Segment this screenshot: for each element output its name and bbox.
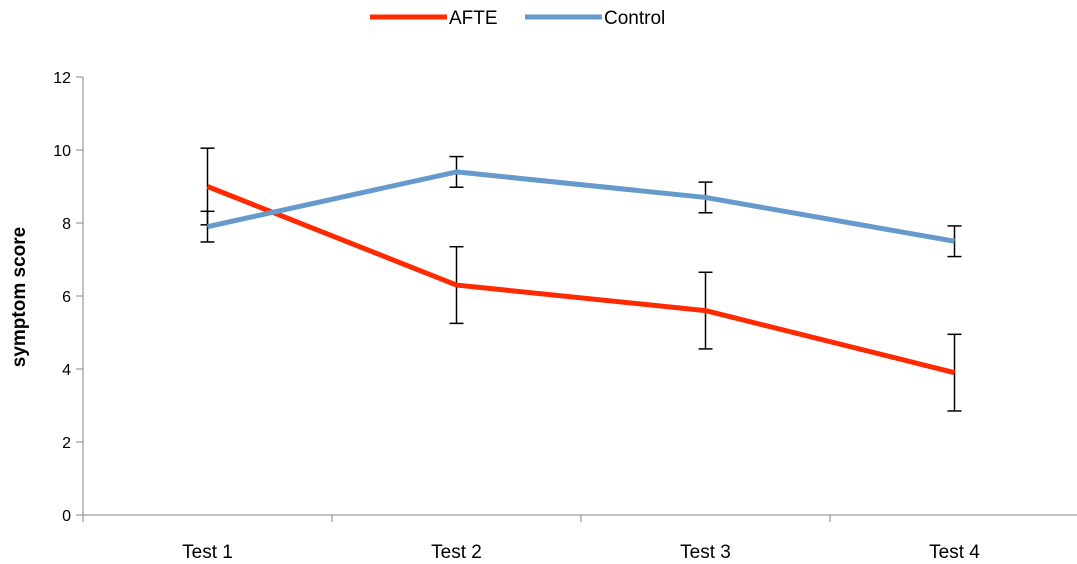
y-tick-label: 12 [53, 70, 71, 87]
legend-item-afte: AFTE [370, 8, 498, 29]
x-tick-label: Test 2 [431, 542, 482, 563]
y-tick-label: 0 [62, 508, 71, 525]
series-line-afte [206, 184, 956, 376]
y-axis: 0 2 4 6 8 10 12 [53, 70, 84, 525]
legend-label: Control [604, 8, 665, 29]
y-tick-label: 2 [62, 435, 71, 452]
legend: AFTE Control [370, 8, 665, 29]
y-tick-label: 4 [62, 362, 71, 379]
legend-item-control: Control [525, 8, 665, 29]
x-tick-label: Test 3 [680, 542, 731, 563]
series-control [200, 155, 962, 258]
y-tick-label: 8 [62, 216, 71, 233]
x-tick-label: Test 1 [182, 542, 233, 563]
x-axis: Test 1 Test 2 Test 3 Test 4 [82, 514, 1077, 563]
series-afte [200, 147, 962, 412]
y-tick-label: 6 [62, 289, 71, 306]
y-axis-title: symptom score [9, 227, 30, 367]
legend-label: AFTE [449, 8, 498, 29]
x-tick-label: Test 4 [929, 542, 980, 563]
y-tick-label: 10 [53, 143, 71, 160]
series-layer [200, 147, 962, 412]
series-line-control [206, 169, 955, 244]
